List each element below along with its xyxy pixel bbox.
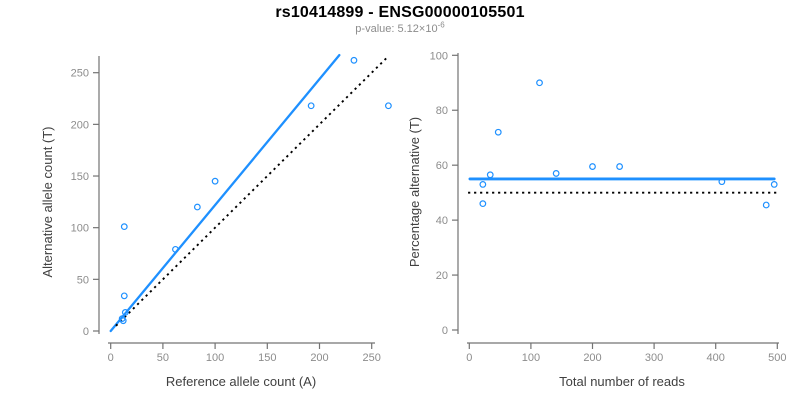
data-point [385,102,392,110]
y-axis-title: Percentage alternative (T) [407,117,422,267]
p-value-exponent: -6 [437,20,445,30]
p-value-prefix: p-value: [355,23,398,35]
y-tick-label: 40 [436,215,448,227]
x-tick-label: 250 [363,352,381,364]
y-tick-label: 60 [436,160,448,172]
x-tick-label: 100 [206,352,224,364]
data-point [486,171,494,179]
chart-title: rs10414899 - ENSG00000105501 [275,4,525,21]
p-value-base: 5.12×10 [397,23,438,35]
x-tick-label: 100 [522,352,540,364]
x-tick-label: 400 [707,352,725,364]
x-tick-label: 200 [310,352,328,364]
y-tick-label: 20 [436,270,448,282]
x-tick-label: 0 [108,352,114,364]
x-tick-label: 150 [258,352,276,364]
right-plot-percentage: 0 100 200 300 400 500 0 20 40 60 80 100 Total number… [407,50,786,389]
y-axis-title: Alternative allele count (T) [40,126,55,277]
data-point [119,317,127,325]
data-point [770,181,778,188]
y-tick-label: 100 [71,223,89,235]
y-tick-label: 80 [436,105,448,117]
data-point [718,178,726,186]
data-point [193,203,201,211]
x-tick-label: 50 [157,352,169,364]
x-tick-label: 500 [768,352,786,364]
data-point [552,170,560,177]
data-point [479,181,487,188]
y-tick-label: 0 [442,325,448,337]
y-tick-label: 100 [430,50,448,62]
data-point [350,56,358,64]
data-point [211,177,219,185]
data-point [307,102,315,110]
identity-line [115,56,389,327]
data-point [616,163,624,170]
data-point [479,200,487,208]
data-point [120,223,128,231]
x-tick-label: 300 [645,352,663,364]
y-tick-label: 50 [77,274,89,286]
x-axis-title: Total number of reads [559,374,685,389]
data-point [536,79,543,87]
x-axis-title: Reference allele count (A) [166,374,316,389]
data-point [762,201,770,209]
data-point [172,245,179,253]
chart-subtitle: p-value: 5.12×10-6 [0,20,800,35]
y-tick-label: 200 [71,119,89,131]
x-tick-label: 0 [466,352,472,364]
left-plot-allele-counts: 0 50 100 150 200 250 0 50 100 150 200 250 Reference … [40,53,392,389]
data-point [494,128,502,136]
data-point [120,292,128,300]
x-tick-label: 200 [583,352,601,364]
data-point [121,309,129,316]
y-tick-label: 250 [71,68,89,80]
regression-line [109,53,341,333]
y-tick-label: 150 [71,171,89,183]
data-point [589,163,596,170]
y-tick-label: 0 [83,326,89,338]
